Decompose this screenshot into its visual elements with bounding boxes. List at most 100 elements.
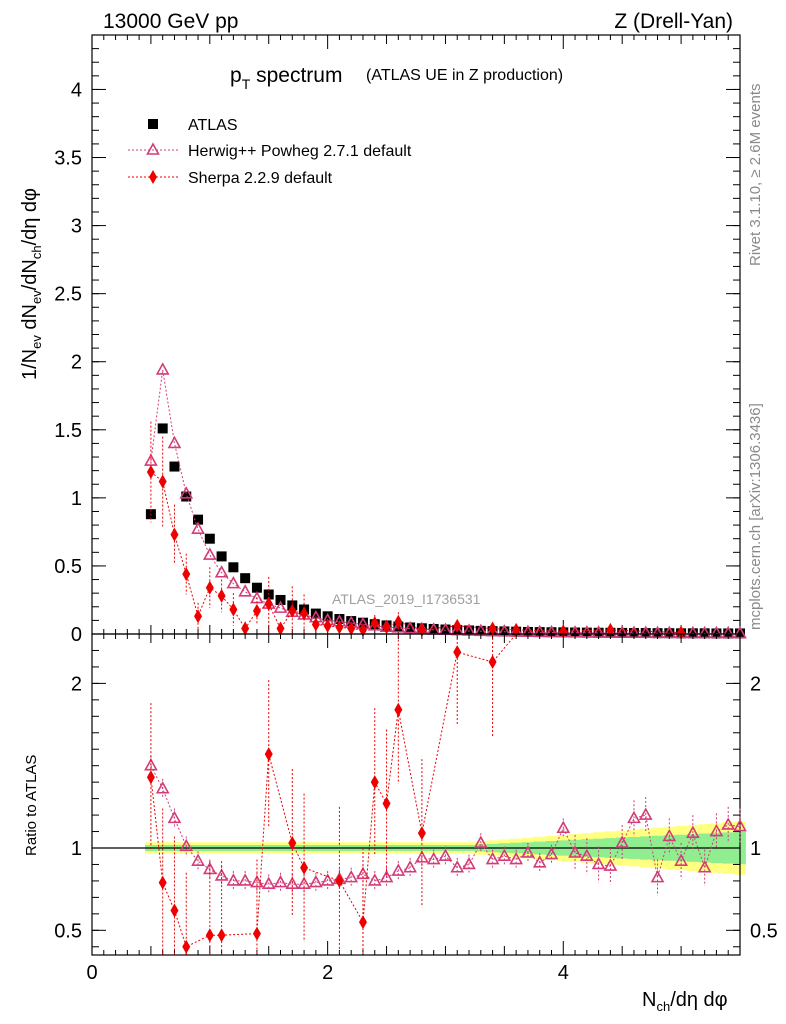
ratio-point bbox=[250, 874, 264, 888]
ratio-point bbox=[264, 747, 273, 762]
ratio-point bbox=[179, 838, 194, 852]
ratio-point bbox=[686, 825, 700, 838]
data-point bbox=[194, 609, 203, 624]
data-point bbox=[628, 628, 639, 639]
data-point bbox=[322, 611, 333, 622]
ratio-y-tick-label: 0.5 bbox=[54, 920, 82, 942]
ratio-point bbox=[532, 855, 547, 868]
ratio-point bbox=[261, 876, 276, 890]
data-point bbox=[264, 597, 273, 612]
ratio-point bbox=[709, 823, 724, 837]
data-point bbox=[403, 620, 417, 634]
ratio-point bbox=[415, 850, 429, 863]
mcplots-label: mcplots.cern.ch [arXiv:1306.3436] bbox=[747, 403, 764, 630]
data-point bbox=[323, 618, 332, 633]
title-p: p bbox=[230, 64, 242, 87]
header-right: Z (Drell-Yan) bbox=[614, 10, 733, 33]
data-point bbox=[488, 621, 497, 636]
ratio-y-tick-label-right: 1 bbox=[750, 838, 761, 860]
data-point bbox=[334, 614, 345, 625]
data-point bbox=[252, 603, 261, 618]
data-point bbox=[240, 573, 251, 584]
ratio-point bbox=[182, 939, 191, 954]
data-point bbox=[300, 606, 309, 621]
x-tick-label: 2 bbox=[322, 962, 333, 984]
data-point bbox=[193, 514, 204, 525]
ratio-point bbox=[358, 915, 367, 930]
x-tick-label: 4 bbox=[558, 962, 569, 984]
chart-subtitle: (ATLAS UE in Z production) bbox=[366, 67, 563, 84]
chart-title: pT spectrum bbox=[230, 64, 342, 92]
y-tick-label: 4 bbox=[71, 79, 82, 101]
ratio-point bbox=[733, 818, 747, 832]
legend-label: Herwig++ Powheg 2.7.1 default bbox=[188, 143, 412, 160]
ratio-point bbox=[158, 875, 167, 890]
ratio-point bbox=[462, 856, 476, 870]
legend-marker bbox=[148, 119, 158, 129]
watermark: ATLAS_2019_I1736531 bbox=[332, 591, 481, 607]
data-point bbox=[288, 603, 297, 618]
ratio-point bbox=[320, 873, 335, 886]
data-point bbox=[370, 616, 379, 631]
y-tick-label: 1 bbox=[71, 488, 82, 510]
ratio-point bbox=[591, 856, 606, 870]
legend-label: ATLAS bbox=[188, 117, 238, 134]
ratio-point bbox=[170, 903, 179, 918]
data-point bbox=[170, 527, 179, 542]
ratio-series-1 bbox=[146, 633, 517, 955]
data-point bbox=[226, 575, 241, 589]
ratio-point bbox=[544, 846, 559, 860]
data-point bbox=[357, 617, 368, 628]
ratio-point bbox=[379, 869, 394, 883]
data-point bbox=[464, 625, 475, 636]
ratio-point bbox=[721, 817, 736, 830]
ratio-panel: 0 2 4 0.5 0.5 1 1 2 2 bbox=[54, 633, 778, 984]
data-point bbox=[205, 580, 214, 595]
ratio-y-tick-label: 2 bbox=[71, 673, 82, 695]
ratio-point bbox=[627, 810, 641, 824]
y-tick-label: 3.5 bbox=[54, 148, 82, 170]
ratio-point bbox=[473, 835, 488, 848]
ratio-point bbox=[285, 876, 300, 890]
data-point bbox=[275, 594, 286, 605]
data-point bbox=[202, 547, 217, 560]
ratio-point bbox=[382, 796, 391, 811]
ratio-point bbox=[273, 874, 288, 888]
ratio-point bbox=[650, 869, 665, 883]
ylabel-bottom: Ratio to ATLAS bbox=[23, 755, 40, 856]
data-point bbox=[534, 627, 545, 638]
x-tick-label: 0 bbox=[86, 962, 97, 984]
data-point bbox=[546, 627, 557, 638]
ratio-point bbox=[417, 826, 426, 841]
rivet-label: Rivet 3.1.10, ≥ 2.6M events bbox=[747, 84, 764, 267]
y-tick-label: 0.5 bbox=[54, 556, 82, 578]
ratio-point bbox=[309, 874, 323, 888]
legend-label: Sherpa 2.2.9 default bbox=[188, 170, 333, 187]
data-point bbox=[440, 624, 451, 635]
data-point bbox=[238, 584, 253, 597]
ratio-point bbox=[556, 820, 571, 834]
ratio-point bbox=[509, 851, 523, 865]
data-point bbox=[382, 620, 391, 635]
data-point bbox=[394, 614, 403, 629]
data-point bbox=[453, 618, 462, 633]
y-tick-label: 3 bbox=[71, 216, 82, 238]
ratio-point bbox=[217, 928, 226, 943]
y-tick-label: 0 bbox=[71, 624, 82, 646]
ratio-point bbox=[603, 858, 618, 871]
ratio-point bbox=[697, 860, 712, 873]
data-point bbox=[179, 486, 194, 499]
main-panel: 0 0.5 1 1.5 2 2.5 3 3.5 4 bbox=[54, 34, 747, 646]
data-point bbox=[155, 362, 170, 375]
data-point bbox=[157, 423, 168, 434]
data-point bbox=[428, 623, 439, 634]
ratio-point bbox=[297, 876, 311, 890]
data-point bbox=[347, 621, 356, 636]
xlabel: Nch/dη dφ bbox=[642, 989, 728, 1014]
data-point bbox=[405, 622, 416, 633]
data-point bbox=[251, 582, 262, 593]
data-point bbox=[346, 616, 357, 627]
data-point bbox=[216, 551, 227, 562]
data-point bbox=[181, 491, 192, 502]
ratio-point bbox=[146, 770, 155, 785]
